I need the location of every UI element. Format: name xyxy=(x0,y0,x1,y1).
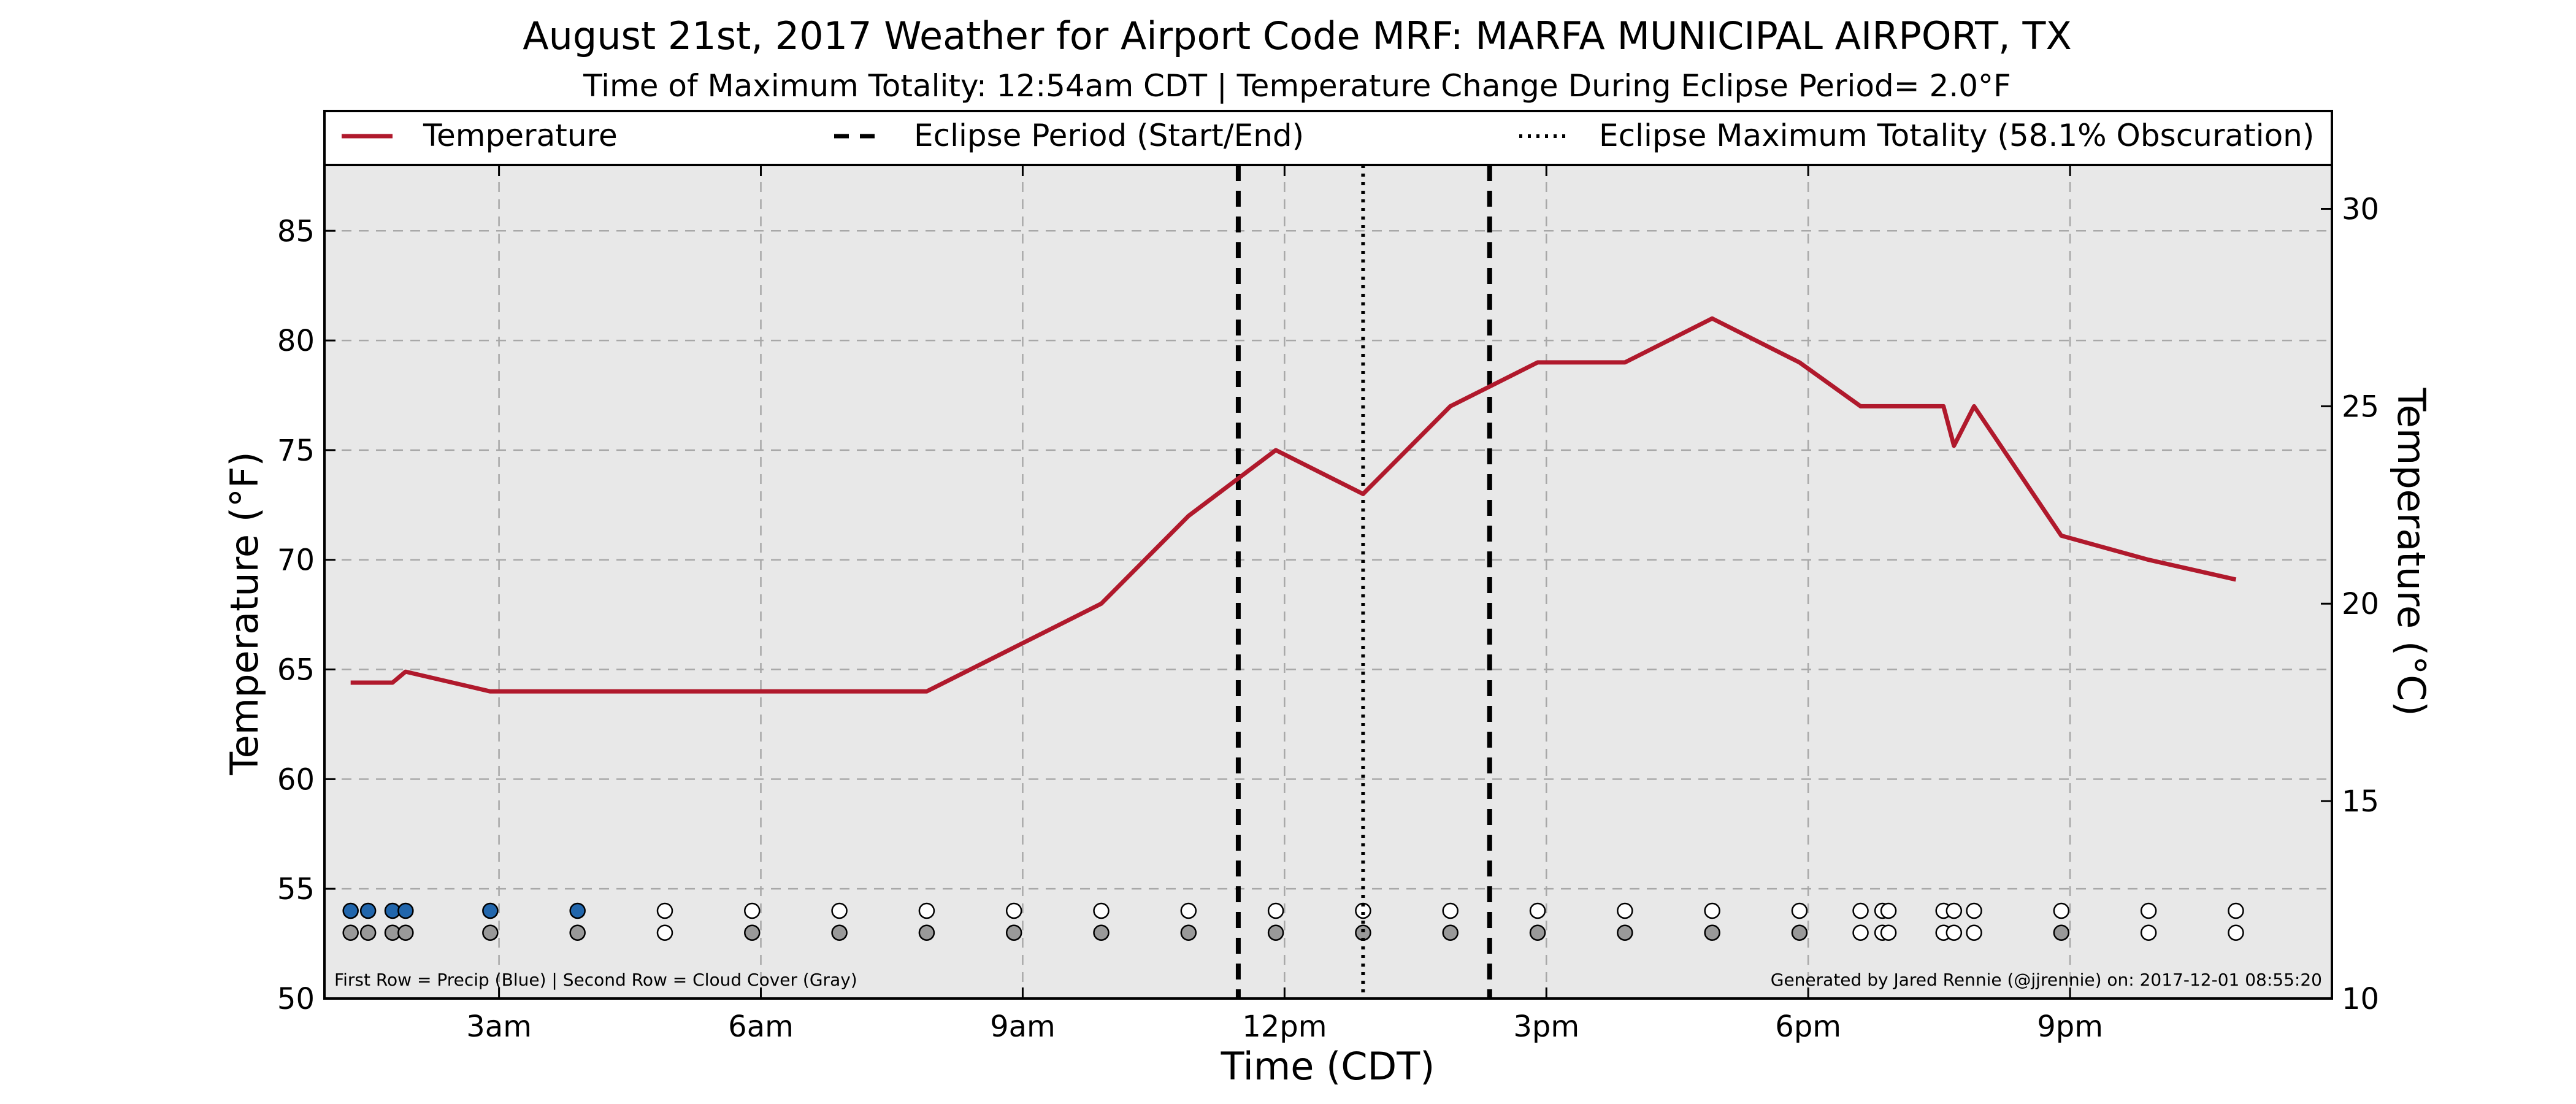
y-right-tick-label: 15 xyxy=(2342,784,2379,819)
cloud-cover-marker xyxy=(656,924,673,941)
y-tick-label: 80 xyxy=(277,324,315,358)
precip-marker xyxy=(2140,902,2157,919)
y-right-tick-label: 25 xyxy=(2342,389,2379,424)
precip-marker xyxy=(359,902,377,919)
cloud-cover-marker xyxy=(1617,924,1633,941)
precip-marker xyxy=(1617,902,1633,919)
plot-frame xyxy=(323,164,2333,1000)
chart-subtitle: Time of Maximum Totality: 12:54am CDT | … xyxy=(583,68,2011,104)
x-axis-label: Time (CDT) xyxy=(1221,1044,1435,1089)
precip-marker xyxy=(918,902,935,919)
x-tick-label: 9am xyxy=(990,1010,1056,1044)
precip-marker xyxy=(1791,902,1808,919)
precip-marker xyxy=(1704,902,1720,919)
cloud-cover-marker xyxy=(397,924,414,941)
y-axis-right-label: Temperature (°C) xyxy=(2389,387,2434,716)
y-axis-right-ticks: 10 15 20 25 30 xyxy=(2321,192,2379,1016)
precip-marker xyxy=(342,902,359,919)
eclipse-lines xyxy=(1235,165,1492,999)
precip-marker xyxy=(1093,902,1110,919)
cloud-cover-marker xyxy=(342,924,359,941)
cloud-cover-marker xyxy=(1704,924,1720,941)
y-axis-ticks: 50 55 60 65 70 75 80 85 xyxy=(277,214,335,1016)
y-tick-label: 55 xyxy=(277,872,315,907)
legend-eclipse-period-label: Eclipse Period (Start/End) xyxy=(914,118,1304,153)
y-axis-label: Temperature (°F) xyxy=(222,451,267,775)
precip-marker xyxy=(1005,902,1022,919)
precip-marker xyxy=(482,902,499,919)
cloud-cover-marker xyxy=(359,924,377,941)
cloud-cover-marker xyxy=(2053,924,2070,941)
precip-marker xyxy=(1852,902,1869,919)
x-tick-label: 3am xyxy=(466,1010,532,1044)
x-tick-label: 3pm xyxy=(1513,1010,1579,1044)
precip-marker xyxy=(2053,902,2070,919)
y-tick-label: 75 xyxy=(277,434,315,468)
y-right-tick-label: 30 xyxy=(2342,192,2379,226)
x-tick-label: 6pm xyxy=(1775,1010,1841,1044)
cloud-cover-marker xyxy=(1791,924,1808,941)
precip-marker xyxy=(1880,902,1897,919)
temperature-series-line xyxy=(350,316,2237,694)
weather-row-markers xyxy=(342,902,2244,941)
legend-frame xyxy=(323,110,2333,166)
legend-temperature-label: Temperature xyxy=(423,118,618,153)
cloud-cover-marker xyxy=(2140,924,2157,941)
precip-marker xyxy=(569,902,586,919)
y-right-tick-label: 10 xyxy=(2342,982,2379,1016)
cloud-cover-marker xyxy=(2228,924,2244,941)
legend: Temperature Eclipse Period (Start/End) E… xyxy=(323,110,2333,166)
annotation-row-legend: First Row = Precip (Blue) | Second Row =… xyxy=(334,970,857,990)
precip-marker xyxy=(1180,902,1197,919)
cloud-cover-marker xyxy=(1945,924,1963,941)
y-tick-label: 85 xyxy=(277,214,315,248)
precip-marker xyxy=(1529,902,1546,919)
y-right-tick-label: 20 xyxy=(2342,587,2379,621)
precip-marker xyxy=(1966,902,1982,919)
precip-marker xyxy=(656,902,673,919)
cloud-cover-marker xyxy=(831,924,848,941)
x-tick-label: 12pm xyxy=(1242,1010,1327,1044)
cloud-cover-marker xyxy=(918,924,935,941)
precip-marker xyxy=(1355,902,1371,919)
cloud-cover-marker xyxy=(1966,924,1982,941)
cloud-cover-marker xyxy=(569,924,586,941)
precip-marker xyxy=(744,902,761,919)
plot-area xyxy=(324,165,2332,999)
y-tick-label: 70 xyxy=(277,543,315,578)
precip-marker xyxy=(397,902,414,919)
cloud-cover-marker xyxy=(1442,924,1459,941)
precip-marker xyxy=(1267,902,1284,919)
precip-marker xyxy=(2228,902,2244,919)
cloud-cover-marker xyxy=(744,924,761,941)
cloud-cover-marker xyxy=(1005,924,1022,941)
y-tick-label: 65 xyxy=(277,653,315,688)
y-tick-label: 50 xyxy=(277,982,315,1016)
y-tick-label: 60 xyxy=(277,762,315,797)
annotation-generated-by: Generated by Jared Rennie (@jjrennie) on… xyxy=(1771,970,2322,990)
cloud-cover-marker xyxy=(1180,924,1197,941)
precip-marker xyxy=(1442,902,1459,919)
cloud-cover-marker xyxy=(1093,924,1110,941)
cloud-cover-marker xyxy=(1880,924,1897,941)
x-axis-ticks: 3am 6am 9am 12pm 3pm 6pm 9pm xyxy=(466,165,2103,1044)
x-tick-label: 6am xyxy=(728,1010,794,1044)
cloud-cover-marker xyxy=(1529,924,1546,941)
cloud-cover-marker xyxy=(1267,924,1284,941)
x-tick-label: 9pm xyxy=(2037,1010,2103,1044)
chart-title: August 21st, 2017 Weather for Airport Co… xyxy=(523,13,2072,58)
legend-eclipse-max-label: Eclipse Maximum Totality (58.1% Obscurat… xyxy=(1599,118,2314,153)
cloud-cover-marker xyxy=(482,924,499,941)
precip-marker xyxy=(831,902,848,919)
grid-lines xyxy=(324,165,2332,999)
precip-marker xyxy=(1945,902,1963,919)
cloud-cover-marker xyxy=(1852,924,1869,941)
